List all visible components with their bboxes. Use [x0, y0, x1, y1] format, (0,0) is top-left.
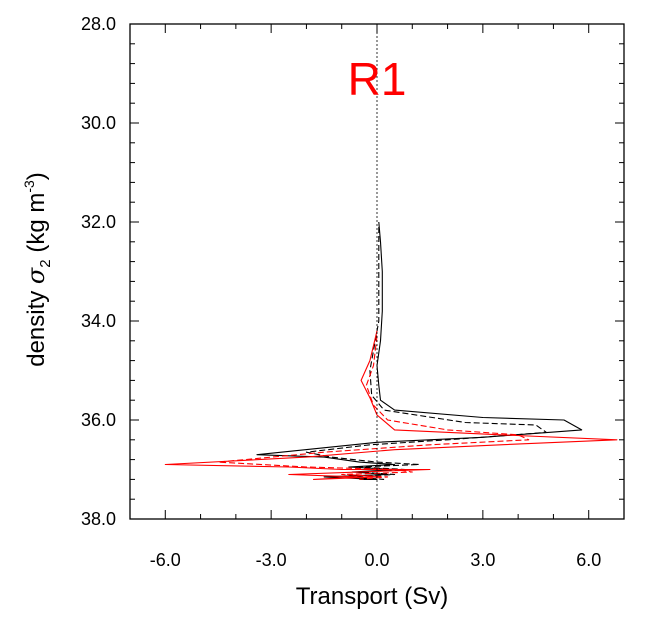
- y-tick-label: 34.0: [81, 311, 116, 331]
- y-tick-label: 28.0: [81, 14, 116, 34]
- plot-frame: [129, 23, 625, 520]
- series-line-3: [164, 330, 618, 480]
- y-axis-title-unit-close: ): [23, 172, 50, 180]
- y-axis-title-symbol: σ: [22, 267, 50, 284]
- tick-label-layer: -6.0 -3.0 0.0 3.0 6.0 28.0 30.0 32.0 34.0 36.0 38.…: [81, 14, 601, 570]
- y-axis-title: density σ2 (kg m-3): [21, 172, 54, 367]
- series-line-4: [217, 335, 530, 480]
- y-tick-label: 36.0: [81, 410, 116, 430]
- y-axis-title-unit-open: (kg m: [23, 193, 50, 260]
- y-axis-title-unit-exp: -3: [21, 180, 37, 193]
- series-line-1: [256, 221, 583, 480]
- y-tick-label: 30.0: [81, 113, 116, 133]
- x-tick-label: -3.0: [256, 550, 287, 570]
- chart-title: R1: [348, 53, 407, 105]
- x-tick-label: 6.0: [576, 550, 601, 570]
- series-layer: [164, 221, 618, 480]
- y-tick-label: 38.0: [81, 509, 116, 529]
- x-tick-label: 0.0: [364, 550, 389, 570]
- y-tick-label: 32.0: [81, 212, 116, 232]
- x-axis-title: Transport (Sv): [296, 583, 448, 610]
- x-tick-label: 3.0: [470, 550, 495, 570]
- x-tick-label: -6.0: [150, 550, 181, 570]
- y-axis-title-prefix: density: [23, 284, 50, 367]
- series-line-2: [305, 227, 547, 480]
- y-axis-title-subscript: 2: [37, 259, 54, 267]
